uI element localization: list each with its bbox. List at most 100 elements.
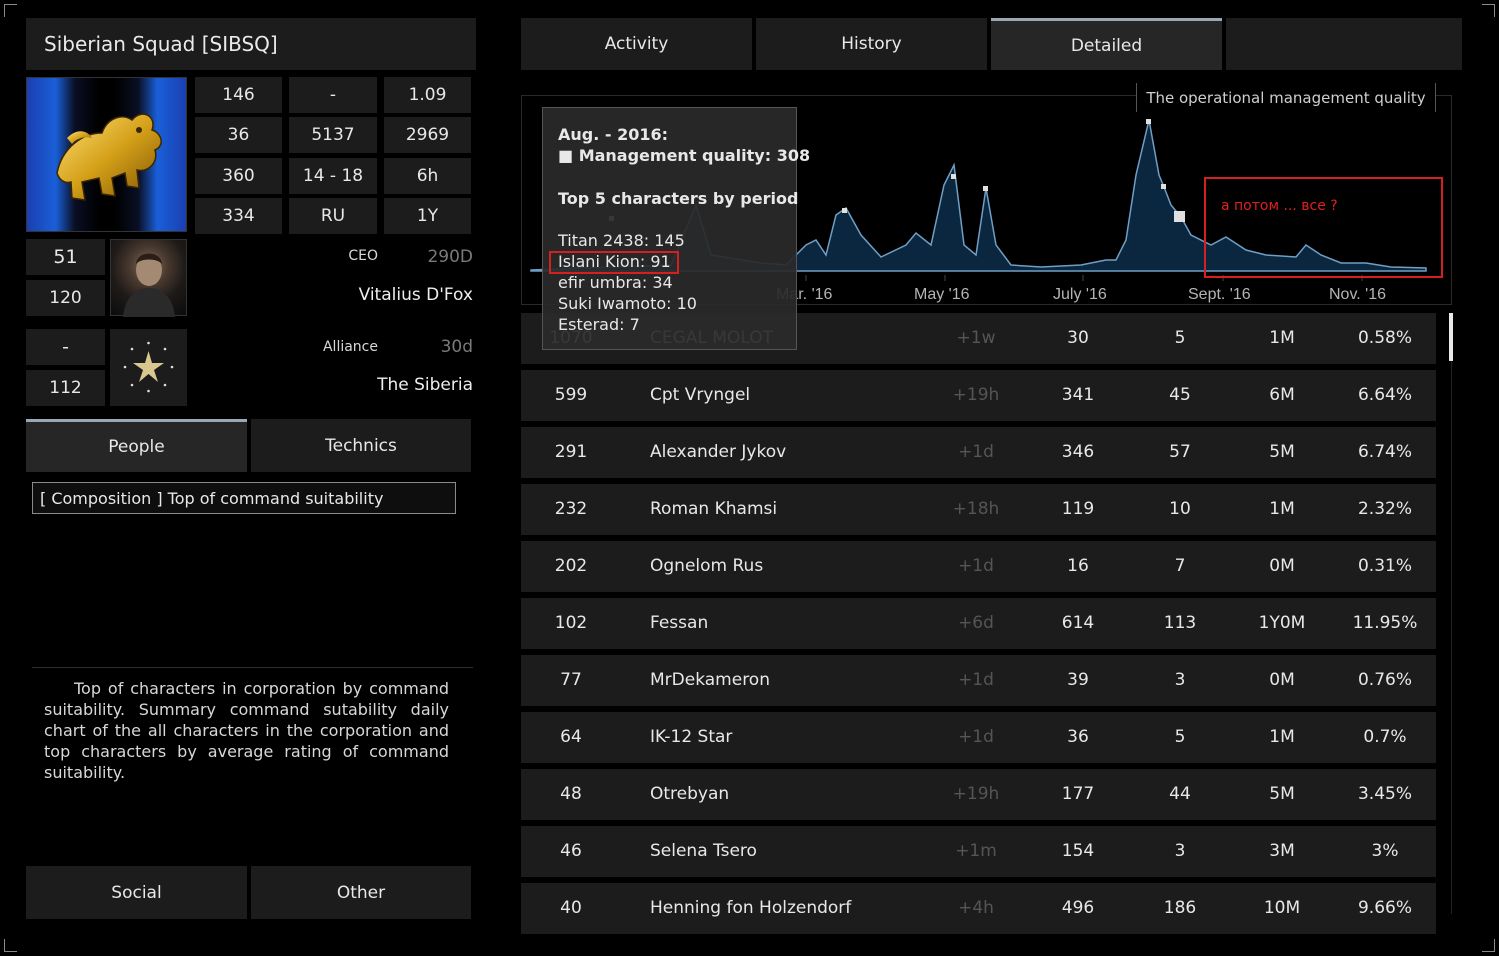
name-cell: IK-12 Star [650,727,733,747]
name-cell: Henning fon Holzendorf [650,898,852,918]
ceo-name[interactable]: Vitalius D'Fox [358,285,473,305]
table-row[interactable]: 232 Roman Khamsi +18h 119 10 1M 2.32% [521,484,1436,535]
table-row[interactable]: 46 Selena Tsero +1m 154 3 3M 3% [521,826,1436,877]
ceo-stat-2: 120 [26,280,105,316]
percent-cell: 0.58% [1357,328,1412,348]
avatar-icon [123,253,175,317]
tooltip-date: Aug. - 2016: [558,125,669,144]
rank-cell: 291 [554,442,588,462]
value-cell: 30 [1067,328,1089,348]
tab-empty [1226,18,1462,70]
name-cell: Fessan [650,613,709,633]
duration-cell: 6M [1269,385,1295,405]
rank-cell: 40 [560,898,582,918]
percent-cell: 0.7% [1363,727,1407,747]
last-seen-cell: +19h [952,784,1000,804]
percent-cell: 0.76% [1357,670,1412,690]
duration-cell: 0M [1269,670,1295,690]
corp-stat-cell: 1.09 [384,77,471,113]
ceo-portrait[interactable] [110,239,187,317]
alliance-label: Alliance [322,339,378,355]
tab-detailed[interactable]: Detailed [991,18,1222,70]
chart-legend-title: The operational management quality [1136,83,1436,112]
last-seen-cell: +1w [956,328,996,348]
tab-social[interactable]: Social [26,866,247,919]
table-scrollbar[interactable] [1449,313,1453,361]
table-row[interactable]: 102 Fessan +6d 614 113 1Y0M 11.95% [521,598,1436,649]
tab-history[interactable]: History [756,18,987,70]
value-cell: 5 [1174,328,1186,348]
table-row[interactable]: 40 Henning fon Holzendorf +4h 496 186 10M 9.66… [521,883,1436,934]
x-tick-label: July '16 [1053,286,1107,303]
x-tick-label: Nov. '16 [1329,286,1386,303]
name-cell: Otrebyan [650,784,730,804]
scroll-track [1451,361,1452,914]
duration-cell: 10M [1263,898,1301,918]
name-cell: Selena Tsero [650,841,757,861]
rank-cell: 102 [554,613,588,633]
table-row[interactable]: 64 IK-12 Star +1d 36 5 1M 0.7% [521,712,1436,763]
value-cell: 341 [1061,385,1095,405]
last-seen-cell: +1d [958,442,994,462]
tooltip-top-item: efir umbra: 34 [558,273,673,292]
rank-cell: 599 [554,385,588,405]
table-row[interactable]: 77 MrDekameron +1d 39 3 0M 0.76% [521,655,1436,706]
tooltip-top-item: Titan 2438: 145 [558,231,685,250]
last-seen-cell: +1d [958,556,994,576]
percent-cell: 9.66% [1357,898,1412,918]
corp-stat-cell: RU [289,198,377,234]
tooltip-quality: ■ Management quality: 308 [558,146,810,165]
value-cell: 177 [1061,784,1095,804]
last-seen-cell: +1d [958,727,994,747]
value-cell: 45 [1169,385,1191,405]
chart-frame [521,95,1452,305]
chart-area-series [530,119,1427,272]
value-cell: 113 [1163,613,1197,633]
last-seen-cell: +4h [958,898,994,918]
composition-select[interactable]: [ Composition ] Top of command suitabili… [32,482,456,514]
table-row[interactable]: 202 Ognelom Rus +1d 16 7 0M 0.31% [521,541,1436,592]
value-cell: 57 [1169,442,1191,462]
table-row[interactable]: 599 Cpt Vryngel +19h 341 45 6M 6.64% [521,370,1436,421]
annotation-box [1204,177,1443,278]
duration-cell: 3M [1269,841,1295,861]
frame-corner [1482,4,1495,17]
lion-emblem-icon [56,113,162,201]
last-seen-cell: +19h [952,385,1000,405]
ceo-stat-1: 51 [26,239,105,275]
value-cell: 16 [1067,556,1089,576]
tab-activity[interactable]: Activity [521,18,752,70]
rank-cell: 77 [560,670,582,690]
percent-cell: 11.95% [1352,613,1418,633]
last-seen-cell: +1m [955,841,997,861]
alliance-name[interactable]: The Siberia [377,375,473,395]
x-tick-label: May '16 [914,286,970,303]
chart-tooltip: Aug. - 2016: ■ Management quality: 308 T… [542,107,810,350]
tooltip-top-item: Suki Iwamoto: 10 [558,294,697,313]
rank-cell: 48 [560,784,582,804]
tab-people[interactable]: People [26,419,247,472]
table-row[interactable]: 48 Otrebyan +19h 177 44 5M 3.45% [521,769,1436,820]
corp-stat-cell: 334 [195,198,282,234]
ceo-age: 290D [427,247,473,267]
corp-stat-cell: 6h [384,158,471,194]
tab-other[interactable]: Other [251,866,471,919]
last-seen-cell: +18h [952,499,1000,519]
corp-stat-cell: 360 [195,158,282,194]
alliance-age: 30d [440,337,473,357]
corp-stat-cell: 146 [195,77,282,113]
table-row[interactable]: 291 Alexander Jykov +1d 346 57 5M 6.74% [521,427,1436,478]
value-cell: 346 [1061,442,1095,462]
rank-cell: 202 [554,556,588,576]
duration-cell: 1Y0M [1258,613,1306,633]
highlight-box [549,251,679,274]
duration-cell: 5M [1269,784,1295,804]
x-tick-label: Sept. '16 [1188,286,1251,303]
alliance-stat-2: 112 [26,370,105,406]
ceo-label: CEO [348,248,378,264]
corp-stat-cell: 36 [195,117,282,153]
value-cell: 39 [1067,670,1089,690]
tab-technics[interactable]: Technics [251,419,471,472]
corp-title: Siberian Squad [SIBSQ] [26,18,476,70]
alliance-logo[interactable] [110,329,187,406]
